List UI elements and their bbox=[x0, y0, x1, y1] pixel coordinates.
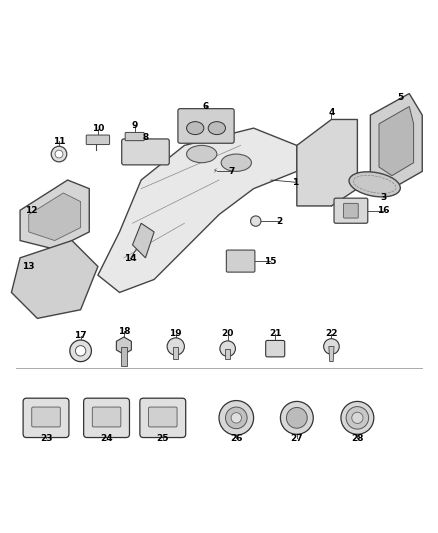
Text: 10: 10 bbox=[92, 125, 104, 133]
FancyBboxPatch shape bbox=[84, 398, 130, 438]
Text: 6: 6 bbox=[203, 102, 209, 111]
Polygon shape bbox=[379, 107, 413, 176]
Text: 14: 14 bbox=[124, 254, 137, 263]
Text: 21: 21 bbox=[269, 329, 282, 338]
Polygon shape bbox=[133, 223, 154, 258]
Text: 5: 5 bbox=[398, 93, 404, 102]
Text: 27: 27 bbox=[290, 434, 303, 443]
FancyBboxPatch shape bbox=[148, 407, 177, 427]
FancyBboxPatch shape bbox=[86, 135, 110, 144]
Text: 22: 22 bbox=[325, 329, 338, 338]
Text: 11: 11 bbox=[53, 136, 65, 146]
Text: 16: 16 bbox=[377, 206, 389, 215]
Circle shape bbox=[280, 401, 313, 434]
Circle shape bbox=[251, 216, 261, 227]
FancyBboxPatch shape bbox=[334, 198, 368, 223]
Ellipse shape bbox=[349, 172, 400, 197]
Ellipse shape bbox=[187, 146, 217, 163]
Text: 24: 24 bbox=[100, 434, 113, 443]
Circle shape bbox=[231, 413, 241, 423]
Circle shape bbox=[341, 401, 374, 434]
Polygon shape bbox=[20, 180, 89, 249]
Text: 2: 2 bbox=[276, 216, 283, 225]
Circle shape bbox=[55, 150, 63, 158]
Circle shape bbox=[324, 338, 339, 354]
Text: 26: 26 bbox=[230, 434, 243, 443]
Text: 17: 17 bbox=[74, 331, 87, 340]
Text: 12: 12 bbox=[25, 206, 37, 215]
Polygon shape bbox=[329, 346, 334, 361]
Text: 25: 25 bbox=[156, 434, 169, 443]
Text: 1: 1 bbox=[292, 177, 298, 187]
Circle shape bbox=[70, 340, 92, 361]
Circle shape bbox=[51, 146, 67, 162]
FancyBboxPatch shape bbox=[125, 132, 144, 141]
FancyBboxPatch shape bbox=[226, 250, 255, 272]
Text: 13: 13 bbox=[22, 262, 35, 271]
Circle shape bbox=[167, 338, 184, 355]
Polygon shape bbox=[297, 119, 357, 206]
Polygon shape bbox=[11, 240, 98, 318]
Text: 19: 19 bbox=[170, 329, 182, 338]
FancyBboxPatch shape bbox=[178, 109, 234, 143]
Circle shape bbox=[352, 412, 363, 424]
Circle shape bbox=[286, 407, 307, 428]
Text: 20: 20 bbox=[222, 329, 234, 338]
Circle shape bbox=[44, 414, 48, 417]
Circle shape bbox=[346, 407, 369, 429]
Circle shape bbox=[39, 414, 42, 417]
FancyBboxPatch shape bbox=[140, 398, 186, 438]
Text: 9: 9 bbox=[131, 122, 138, 131]
FancyBboxPatch shape bbox=[23, 398, 69, 438]
FancyBboxPatch shape bbox=[92, 407, 121, 427]
Text: 8: 8 bbox=[142, 133, 148, 142]
Circle shape bbox=[220, 341, 236, 357]
Circle shape bbox=[219, 401, 254, 435]
Text: 23: 23 bbox=[40, 434, 52, 443]
Text: 18: 18 bbox=[118, 327, 130, 336]
Bar bbox=[225, 349, 230, 359]
FancyBboxPatch shape bbox=[343, 204, 358, 218]
Polygon shape bbox=[98, 128, 297, 293]
Text: 3: 3 bbox=[380, 193, 386, 202]
Text: 15: 15 bbox=[264, 257, 276, 266]
Circle shape bbox=[226, 407, 247, 429]
Bar bbox=[121, 346, 127, 366]
Bar bbox=[173, 346, 178, 359]
Text: 7: 7 bbox=[229, 167, 235, 176]
Polygon shape bbox=[29, 193, 81, 240]
Ellipse shape bbox=[187, 122, 204, 135]
FancyBboxPatch shape bbox=[32, 407, 60, 427]
Polygon shape bbox=[371, 93, 422, 189]
Circle shape bbox=[237, 259, 244, 265]
Ellipse shape bbox=[208, 122, 226, 135]
Text: 4: 4 bbox=[328, 109, 335, 117]
Ellipse shape bbox=[221, 154, 251, 172]
Circle shape bbox=[49, 414, 53, 417]
Text: ⚡: ⚡ bbox=[212, 168, 217, 174]
Text: 28: 28 bbox=[351, 434, 364, 443]
FancyBboxPatch shape bbox=[266, 341, 285, 357]
FancyBboxPatch shape bbox=[122, 139, 169, 165]
Circle shape bbox=[75, 345, 86, 356]
